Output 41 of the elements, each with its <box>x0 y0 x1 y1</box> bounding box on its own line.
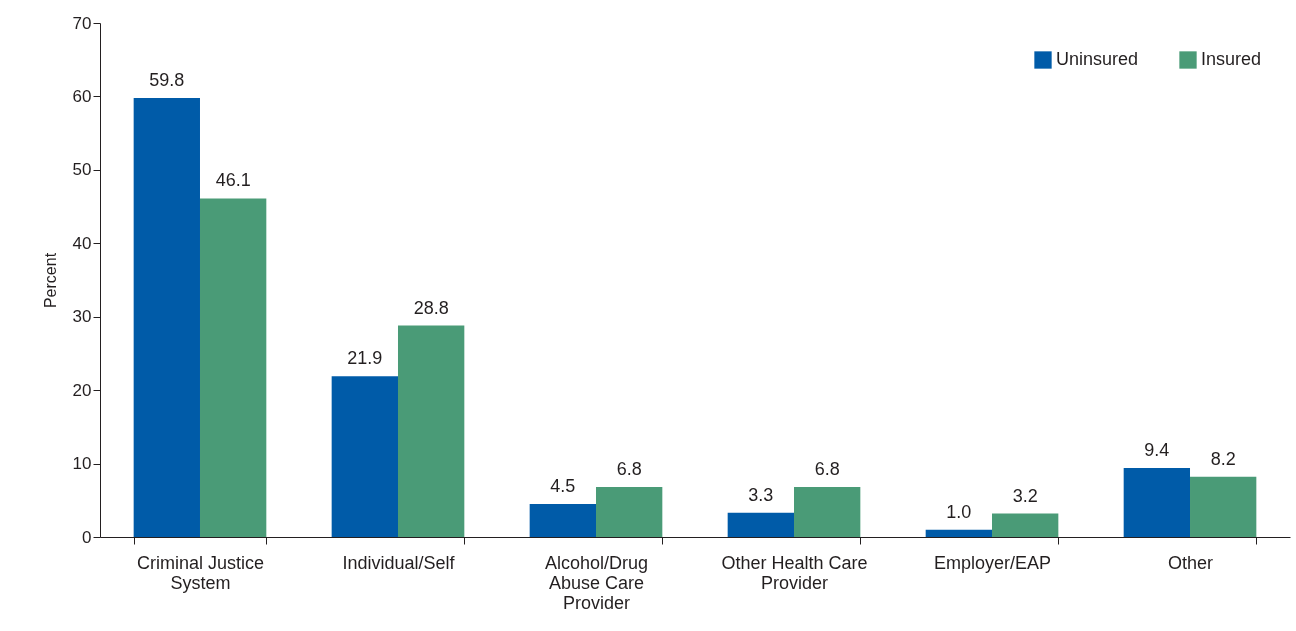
data-label: 28.8 <box>413 297 449 318</box>
data-label: 4.5 <box>550 475 576 496</box>
bar <box>596 487 663 537</box>
y-tick-label: 60 <box>72 86 92 106</box>
data-label: 3.2 <box>1012 485 1038 506</box>
data-label: 3.3 <box>748 484 774 505</box>
data-label: 59.8 <box>149 69 185 90</box>
bar <box>529 503 596 537</box>
data-label: 6.8 <box>616 459 642 480</box>
bar <box>794 487 861 537</box>
bar <box>1123 467 1191 537</box>
x-tick-label: Other Health Care Provider <box>721 552 868 593</box>
y-tick-label: 40 <box>72 233 92 253</box>
bar <box>727 512 794 537</box>
legend-label: Insured <box>1201 49 1262 69</box>
bar <box>1190 476 1257 537</box>
y-tick-label: 50 <box>72 160 92 180</box>
y-tick-label: 20 <box>72 380 92 400</box>
x-tick-label: Alcohol/Drug Abuse Care Provider <box>544 552 649 613</box>
x-tick-label: Other <box>1167 552 1214 573</box>
bar <box>331 376 398 537</box>
x-tick-label: Individual/Self <box>342 552 456 573</box>
data-label: 9.4 <box>1144 439 1170 460</box>
bar <box>199 198 267 537</box>
data-label: 8.2 <box>1210 448 1236 469</box>
y-tick-label: 30 <box>72 307 92 327</box>
y-axis-title: Percent <box>41 252 59 309</box>
data-label: 21.9 <box>347 348 383 369</box>
x-tick-label: Criminal Justice System <box>136 552 265 593</box>
data-label: 6.8 <box>814 459 840 480</box>
y-tick-label: 10 <box>72 454 92 474</box>
y-tick-label: 0 <box>82 527 92 547</box>
data-label: 1.0 <box>946 501 972 522</box>
legend-label: Uninsured <box>1056 49 1139 69</box>
bar <box>133 97 200 537</box>
x-tick-label: Employer/EAP <box>933 552 1052 573</box>
y-tick-label: 70 <box>72 13 92 33</box>
bar <box>992 513 1059 537</box>
bar <box>925 529 992 537</box>
bar <box>398 325 465 537</box>
data-label: 46.1 <box>215 170 251 191</box>
